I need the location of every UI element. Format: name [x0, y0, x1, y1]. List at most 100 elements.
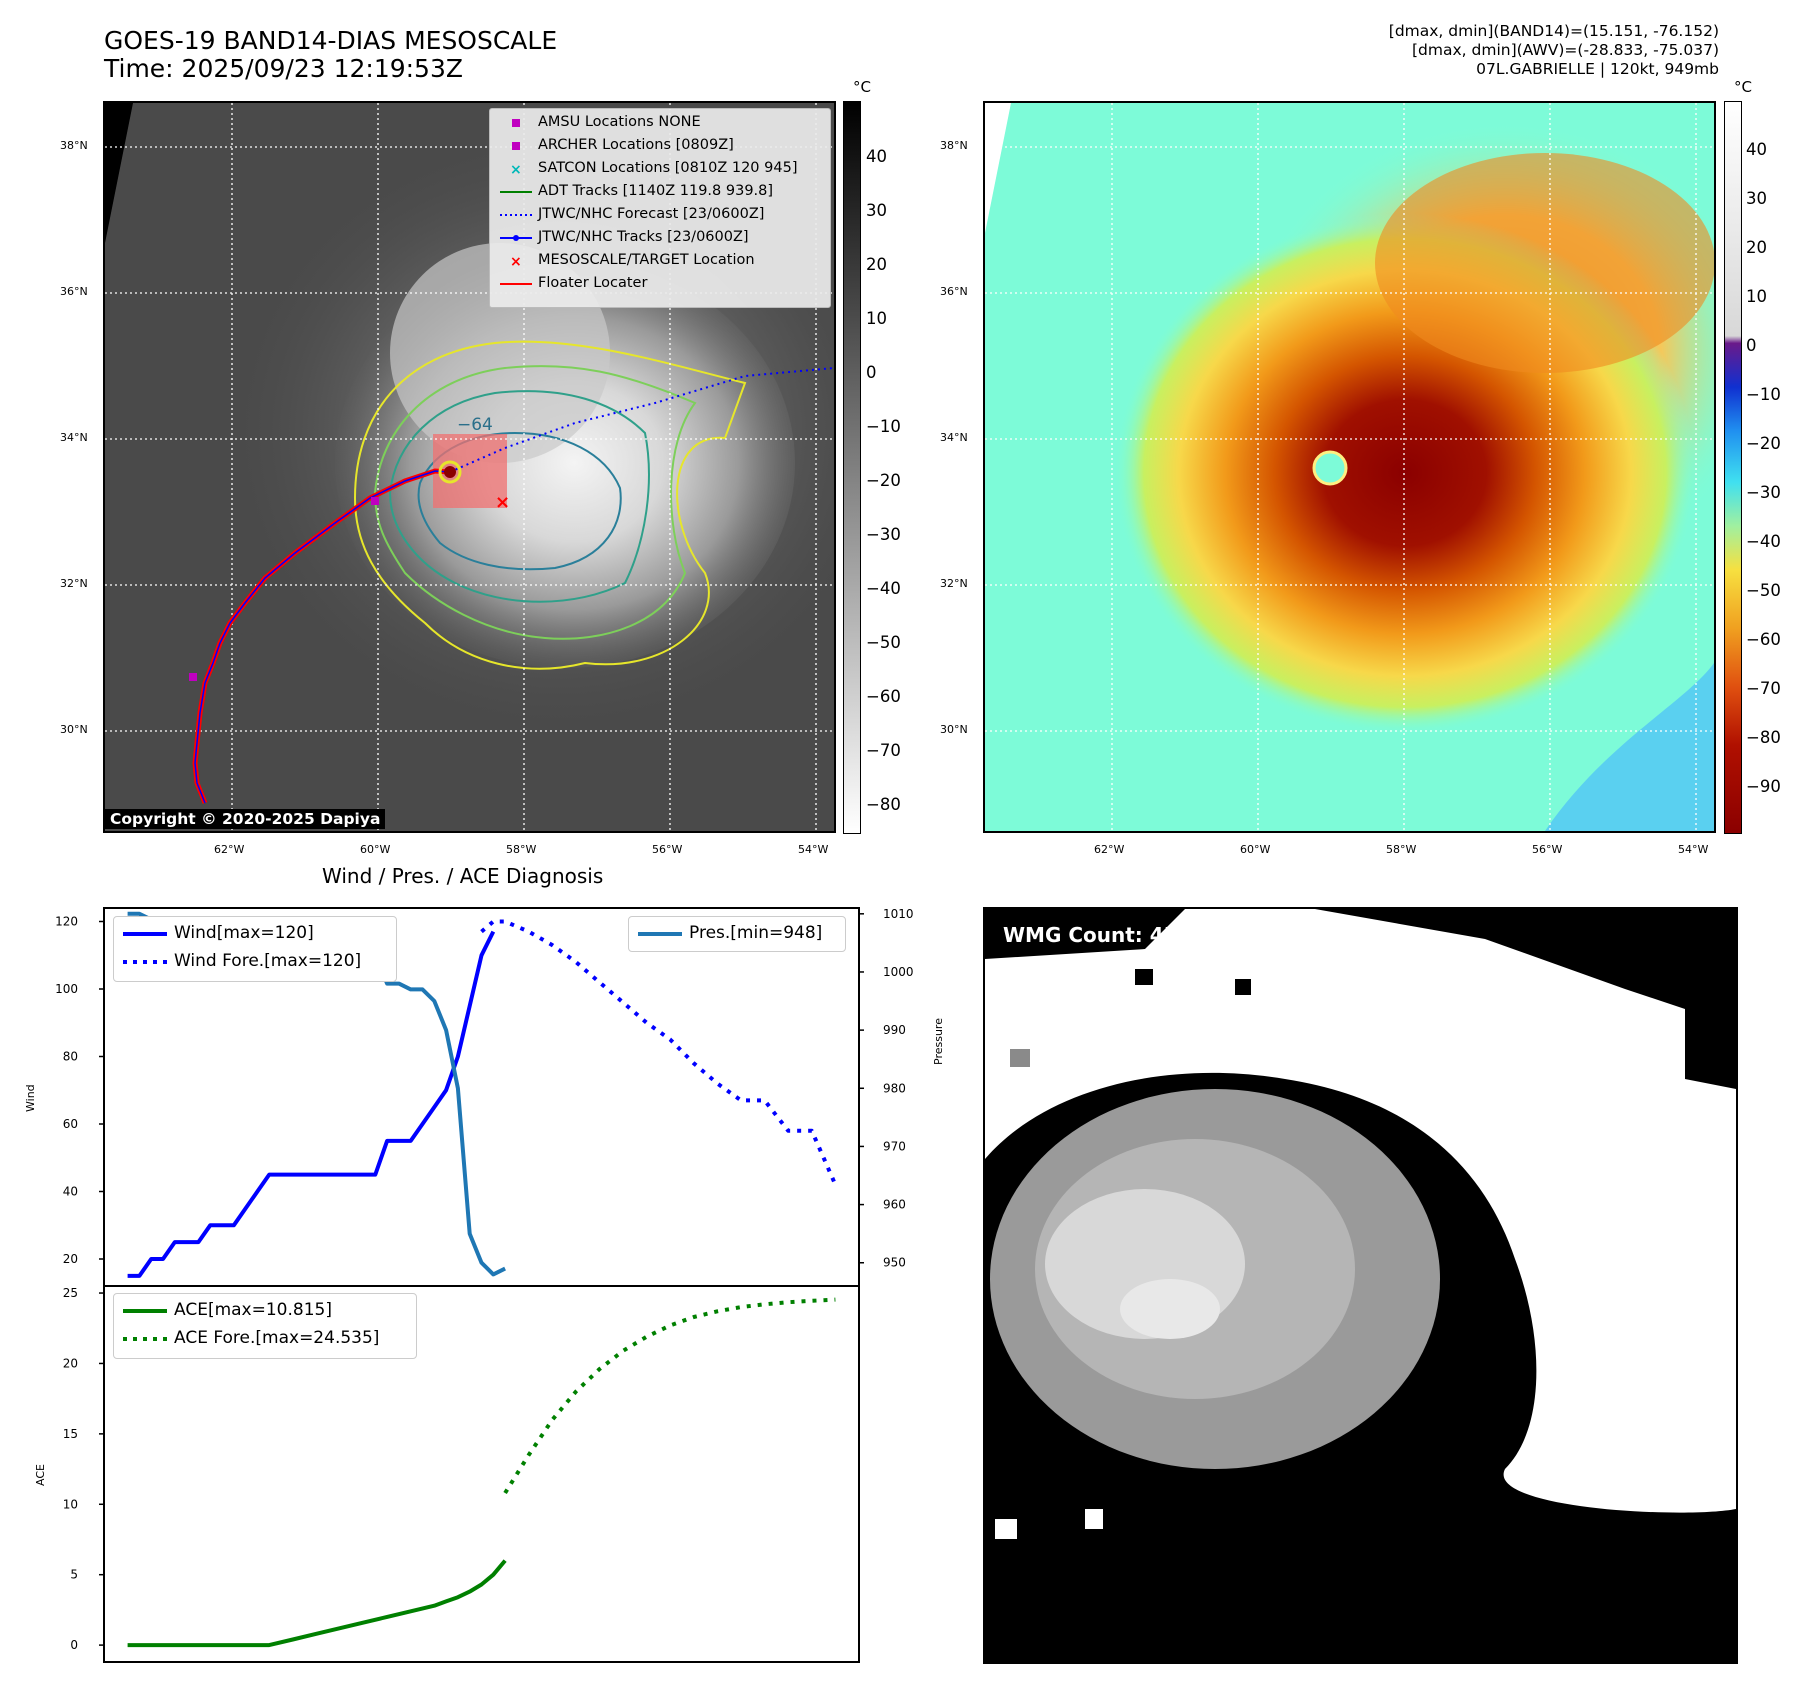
colorbar-color-tick: −20: [1746, 434, 1781, 453]
colorbar-color-tick: −60: [1746, 630, 1781, 649]
color-ir-map-panel[interactable]: [983, 101, 1716, 833]
svg-text:×: ×: [510, 162, 522, 178]
lat-tick: 38°N: [60, 139, 88, 152]
pressure-tick-label: 950: [883, 1256, 906, 1270]
lat-tick: 32°N: [940, 577, 968, 590]
legend-item-wind: Wind[max=120]: [123, 923, 314, 943]
wind-tick-label: 60: [63, 1117, 78, 1131]
legend-item-ace-forecast: ACE Fore.[max=24.535]: [123, 1328, 380, 1348]
colorbar-color-tick: −90: [1746, 777, 1781, 796]
wmg-image: [985, 909, 1736, 1662]
legend-item-amsu: AMSU Locations NONE: [490, 113, 830, 135]
page-title: GOES-19 BAND14-DIAS MESOSCALE: [104, 26, 558, 55]
wind-legend: Wind[max=120] Wind Fore.[max=120]: [113, 916, 397, 982]
ace-line: [127, 1559, 507, 1648]
legend-item-adt: ADT Tracks [1140Z 119.8 939.8]: [500, 183, 774, 199]
contour-label: −64: [457, 415, 493, 435]
colorbar-gray-tick: −30: [866, 525, 901, 544]
pressure-tick-label: 980: [883, 1081, 906, 1095]
dmax-awv: [dmax, dmin](AWV)=(-28.833, -75.037): [1412, 41, 1719, 59]
lon-tick: 58°W: [506, 843, 537, 856]
colorbar-gray: [843, 101, 861, 834]
colorbar-color-tick: −80: [1746, 728, 1781, 747]
colorbar-color-tick: 40: [1746, 140, 1767, 159]
storm-info: 07L.GABRIELLE | 120kt, 949mb: [1476, 60, 1719, 78]
lon-tick: 54°W: [798, 843, 829, 856]
header-right: [dmax, dmin](BAND14)=(15.151, -76.152) […: [1119, 22, 1719, 79]
ace-legend: ACE[max=10.815] ACE Fore.[max=24.535]: [113, 1293, 417, 1359]
colorbar-gray-tick: −40: [866, 579, 901, 598]
pressure-tick-label: 960: [883, 1198, 906, 1212]
ace-tick-label: 0: [70, 1638, 78, 1652]
colorbar-color-tick: 30: [1746, 189, 1767, 208]
colorbar-color-tick: −50: [1746, 581, 1781, 600]
map-legend: AMSU Locations NONE ARCHER Locations [08…: [489, 108, 831, 308]
wind-forecast-line: [480, 919, 838, 1186]
lon-tick: 54°W: [1678, 843, 1709, 856]
ace-tick-label: 20: [63, 1356, 78, 1370]
legend-item-archer: ARCHER Locations [0809Z]: [490, 136, 830, 158]
legend-item-ace: ACE[max=10.815]: [123, 1300, 332, 1320]
colorbar-color-tick: −10: [1746, 385, 1781, 404]
colorbar-color-tick: −30: [1746, 483, 1781, 502]
color-ir-map-image: [985, 103, 1714, 831]
wind-line: [127, 930, 496, 1278]
colorbar-gray-tick: 10: [866, 309, 887, 328]
pressure-tick-label: 970: [883, 1139, 906, 1153]
lon-tick: 62°W: [214, 843, 245, 856]
lat-tick: 34°N: [940, 431, 968, 444]
pressure-legend: Pres.[min=948]: [628, 916, 846, 952]
ace-tick-label: 25: [63, 1286, 78, 1300]
pressure-tick-label: 1010: [883, 907, 914, 921]
wind-tick-label: 100: [55, 982, 78, 996]
wind-tick-label: 80: [63, 1050, 78, 1064]
colorbar-gray-tick: −20: [866, 471, 901, 490]
ir-map-panel[interactable]: × −64 AMSU Locations NONE ARCHER Locatio…: [103, 101, 836, 833]
lon-tick: 58°W: [1386, 843, 1417, 856]
svg-text:×: ×: [510, 254, 522, 270]
lon-tick: 56°W: [1532, 843, 1563, 856]
colorbar-gray-tick: 40: [866, 147, 887, 166]
colorbar-color-tick: −40: [1746, 532, 1781, 551]
legend-item-wind-forecast: Wind Fore.[max=120]: [123, 951, 362, 971]
colorbar-gray-tick: −80: [866, 795, 901, 814]
pressure-y-label: Pressure: [932, 1018, 945, 1065]
colorbar-color-tick: 10: [1746, 287, 1767, 306]
colorbar-color-tick: 20: [1746, 238, 1767, 257]
colorbar-color-tick: −70: [1746, 679, 1781, 698]
lon-tick: 62°W: [1094, 843, 1125, 856]
colorbar-gray-unit: °C: [853, 78, 871, 96]
ace-tick-label: 5: [70, 1568, 78, 1582]
wmg-count-label: WMG Count: 45: [1003, 923, 1178, 947]
pressure-tick-label: 1000: [883, 965, 914, 979]
legend-item-tracks: JTWC/NHC Tracks [23/0600Z]: [490, 228, 830, 250]
ace-axes-frame: [103, 1285, 860, 1663]
pressure-tick-label: 990: [883, 1023, 906, 1037]
lat-tick: 34°N: [60, 431, 88, 444]
wind-tick-label: 40: [63, 1185, 78, 1199]
colorbar-gray-tick: 20: [866, 255, 887, 274]
lat-tick: 36°N: [940, 285, 968, 298]
wind-tick-label: 120: [55, 915, 78, 929]
lat-tick: 30°N: [60, 723, 88, 736]
lon-tick: 56°W: [652, 843, 683, 856]
wmg-panel[interactable]: WMG Count: 45: [983, 907, 1738, 1664]
legend-item-forecast: JTWC/NHC Forecast [23/0600Z]: [500, 206, 765, 222]
lon-tick: 60°W: [360, 843, 391, 856]
wind-y-label: Wind: [24, 1084, 37, 1112]
legend-item-mesoscale: × MESOSCALE/TARGET Location: [510, 252, 755, 270]
ace-tick-label: 15: [63, 1427, 78, 1441]
wind-tick-label: 20: [63, 1252, 78, 1266]
colorbar-gray-tick: −10: [866, 417, 901, 436]
lat-tick: 38°N: [940, 139, 968, 152]
diagnosis-chart: 20 40 60 80 100 120 950 960 970 980 990 1000 1010 0 5 1…: [55, 907, 914, 1663]
ace-tick-label: 10: [63, 1497, 78, 1511]
lat-tick: 36°N: [60, 285, 88, 298]
lon-tick: 60°W: [1240, 843, 1271, 856]
lat-tick: 30°N: [940, 723, 968, 736]
colorbar-gray-tick: 30: [866, 201, 887, 220]
ace-forecast-line: [503, 1297, 836, 1495]
legend-item-satcon: × SATCON Locations [0810Z 120 945]: [510, 160, 798, 178]
legend-item-floater: Floater Locater: [500, 275, 648, 291]
copyright-label: Copyright © 2020-2025 Dapiya: [105, 809, 386, 829]
